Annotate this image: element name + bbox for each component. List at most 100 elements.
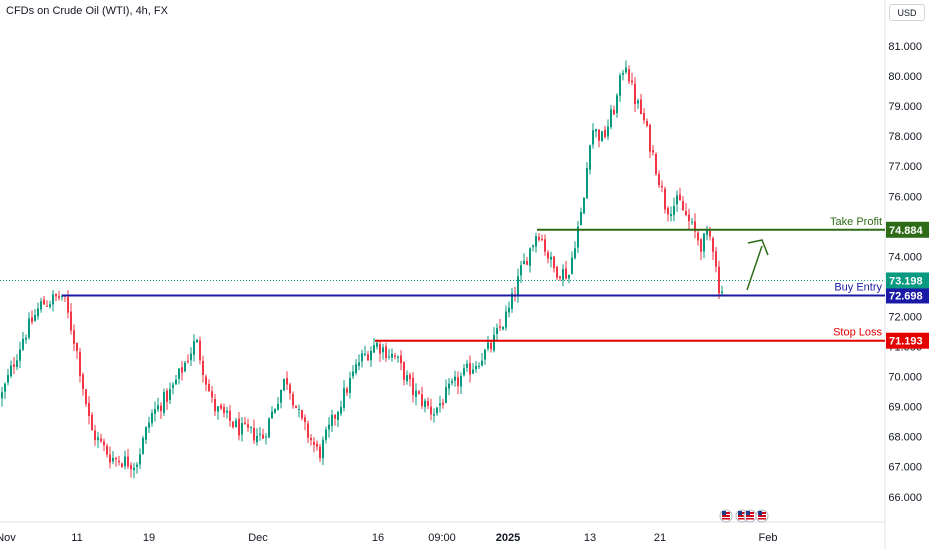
currency-button[interactable]: USD: [889, 4, 925, 21]
x-tick-label: Nov: [0, 532, 16, 544]
candle: [43, 295, 45, 305]
candle: [406, 370, 408, 385]
candle: [550, 251, 552, 268]
candle: [232, 421, 234, 429]
candle: [280, 389, 282, 409]
flag-icon[interactable]: [755, 509, 769, 523]
y-tick-label: 81.000: [888, 41, 922, 53]
candle: [613, 105, 615, 115]
candle: [109, 446, 111, 469]
candle: [571, 251, 573, 275]
y-tick-label: 72.000: [888, 311, 922, 323]
candle: [238, 412, 240, 441]
candle: [601, 130, 603, 142]
candle: [190, 347, 192, 366]
candle: [526, 256, 528, 266]
candle: [187, 354, 189, 364]
candle: [205, 374, 207, 392]
candle: [118, 455, 120, 466]
candle: [583, 197, 585, 215]
time-axis[interactable]: Nov 11 19 Dec 16 09:00 2025 13 21 Feb: [0, 532, 777, 544]
flag-icon[interactable]: [743, 509, 757, 523]
candle: [289, 382, 291, 400]
candle: [697, 229, 699, 246]
candle: [625, 60, 627, 75]
candle: [1, 386, 3, 407]
candle: [418, 390, 420, 395]
candle: [343, 380, 345, 412]
candle: [148, 416, 150, 433]
y-tick-label: 79.000: [888, 101, 922, 113]
candle: [244, 416, 246, 425]
event-flags[interactable]: [719, 509, 769, 523]
candle: [430, 398, 432, 421]
y-tick-label: 69.000: [888, 402, 922, 414]
candle: [277, 396, 279, 411]
candle: [682, 195, 684, 211]
stop-loss-label: Stop Loss: [833, 327, 882, 339]
candle: [130, 462, 132, 478]
candle: [274, 408, 276, 415]
candle: [517, 268, 519, 303]
stop-loss-price-value: 71.193: [889, 336, 923, 348]
candle: [409, 372, 411, 387]
candle: [382, 343, 384, 360]
candle: [562, 264, 564, 287]
candle: [154, 401, 156, 422]
candle: [139, 448, 141, 469]
candle: [220, 403, 222, 411]
candle: [175, 375, 177, 385]
candle: [385, 342, 387, 362]
candle: [226, 406, 228, 419]
x-tick-label: 13: [584, 532, 596, 544]
candle: [442, 398, 444, 409]
candle: [181, 361, 183, 381]
price-axis[interactable]: 81.00080.00079.00078.00077.00076.00075.0…: [888, 41, 922, 504]
candle: [4, 382, 6, 400]
candle: [511, 287, 513, 313]
candle: [529, 247, 531, 273]
buy-entry-price-tag: 72.698: [886, 287, 929, 304]
candle: [718, 260, 720, 299]
candle: [202, 355, 204, 383]
candle: [211, 385, 213, 403]
candle: [652, 144, 654, 156]
candle: [463, 363, 465, 377]
candle: [643, 108, 645, 124]
candle: [475, 360, 477, 373]
candle: [592, 123, 594, 149]
candle: [460, 372, 462, 395]
take-profit-price-tag: 74.884: [886, 221, 929, 238]
flag-icon[interactable]: [719, 509, 733, 523]
candle: [388, 348, 390, 360]
x-tick-label: 11: [71, 532, 82, 544]
candle: [40, 297, 42, 313]
candle: [577, 220, 579, 254]
arrow-up-icon: [746, 239, 769, 291]
candle: [685, 203, 687, 217]
x-tick-label: 2025: [496, 532, 520, 544]
candle: [400, 350, 402, 371]
candle: [589, 144, 591, 175]
candle: [58, 290, 60, 301]
candle: [439, 395, 441, 413]
candle: [574, 241, 576, 260]
candle: [100, 433, 102, 443]
candle: [421, 386, 423, 410]
candle: [427, 397, 429, 410]
candle: [436, 407, 438, 416]
candle: [145, 426, 147, 444]
candle: [142, 435, 144, 455]
candle: [499, 318, 501, 331]
candle: [703, 232, 705, 259]
chart-title: CFDs on Crude Oil (WTI), 4h, FX: [6, 5, 168, 17]
candle: [523, 253, 525, 265]
candle: [412, 372, 414, 403]
candle: [466, 359, 468, 372]
candle: [325, 426, 327, 444]
candle: [310, 433, 312, 446]
candle: [487, 335, 489, 352]
candle: [88, 396, 90, 425]
candle: [292, 391, 294, 409]
